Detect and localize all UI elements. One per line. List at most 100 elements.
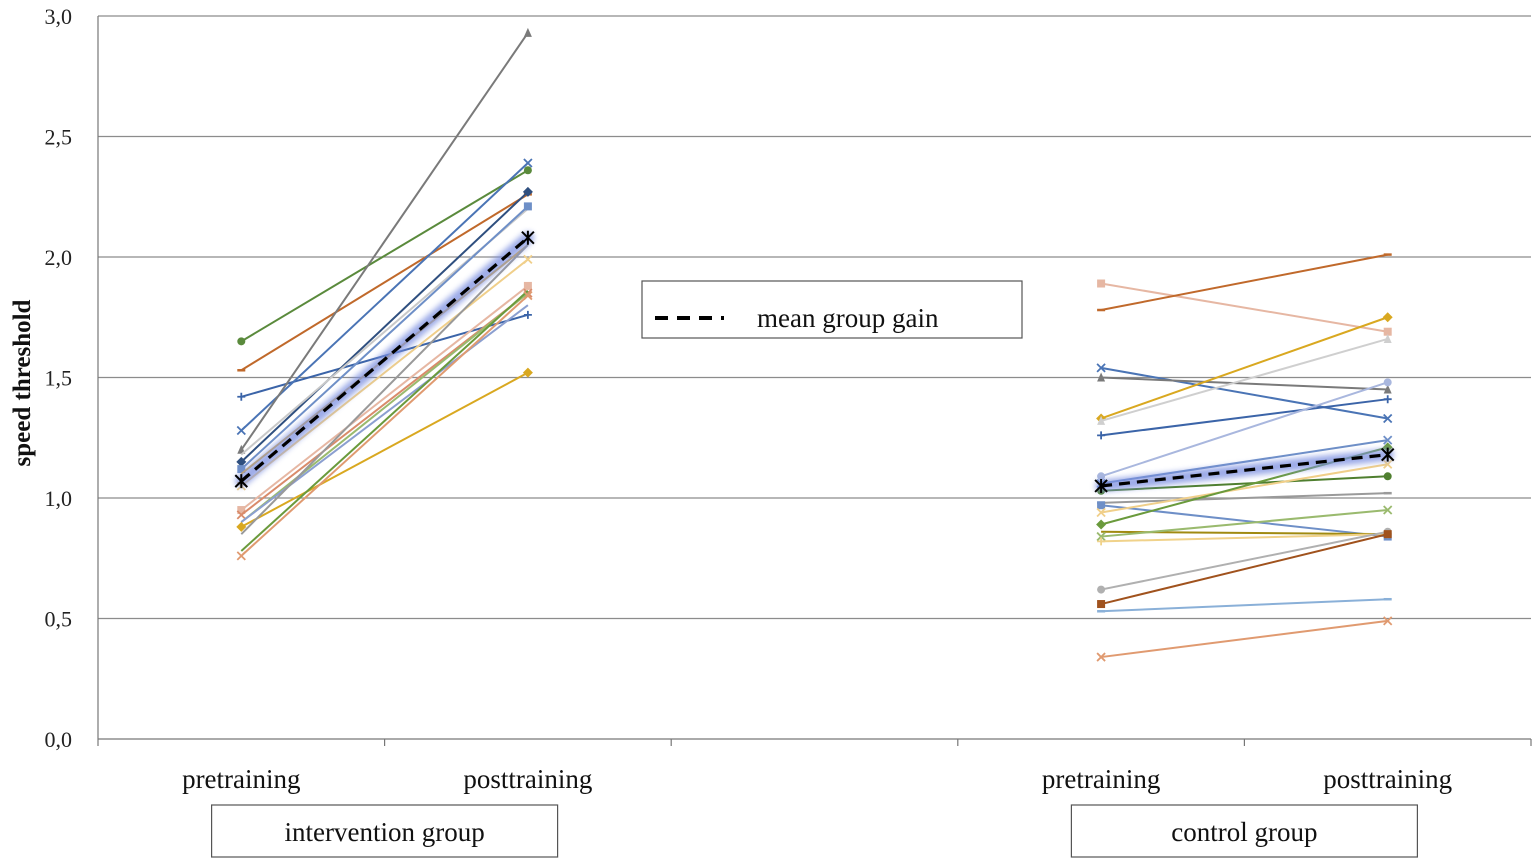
data-point	[523, 158, 533, 168]
control-series-line	[1101, 475, 1388, 492]
data-point	[1383, 384, 1392, 394]
control-series	[1097, 333, 1392, 425]
data-point	[237, 392, 246, 401]
control-mean-point	[1380, 447, 1395, 462]
data-point	[1096, 652, 1106, 662]
data-point	[1097, 537, 1106, 546]
data-point	[237, 337, 246, 346]
x-category-label: posttraining	[463, 764, 592, 794]
intervention-series-line	[240, 294, 529, 557]
data-point	[523, 166, 532, 175]
control-series-line	[1100, 316, 1389, 420]
x-category-label: posttraining	[1323, 764, 1452, 794]
control-series	[1097, 530, 1392, 609]
intervention-series-line	[240, 193, 529, 372]
intervention-mean	[234, 230, 535, 489]
control-series-line	[1100, 619, 1388, 659]
control-series-line	[1100, 253, 1388, 312]
data-point	[1096, 363, 1106, 373]
data-point	[1097, 431, 1106, 440]
control-series-line	[1101, 598, 1388, 613]
intervention-series-line	[240, 32, 529, 451]
group-label: intervention group	[284, 817, 484, 847]
data-point	[522, 367, 533, 378]
intervention-series-line	[240, 162, 529, 432]
data-point	[523, 202, 532, 211]
group-label: control group	[1171, 817, 1317, 847]
data-point	[1383, 435, 1393, 445]
intervention-series	[236, 288, 533, 520]
data-point	[236, 521, 247, 532]
intervention-series	[237, 193, 532, 372]
control-series-line	[1101, 533, 1388, 543]
data-point	[1383, 459, 1393, 469]
data-point	[1097, 600, 1106, 609]
control-series	[1097, 253, 1392, 312]
y-tick-label: 0,0	[45, 727, 73, 752]
data-point	[236, 425, 246, 436]
control-series-line	[1100, 463, 1388, 514]
control-series-line	[1100, 530, 1388, 591]
data-point	[1383, 413, 1393, 424]
data-point	[1097, 415, 1106, 425]
control-mean-line	[1100, 453, 1388, 488]
y-tick-label: 3,0	[45, 4, 73, 29]
control-series	[1097, 378, 1392, 481]
y-tick-label: 1,5	[45, 366, 73, 391]
legend-label: mean group gain	[757, 303, 939, 333]
control-series	[1096, 505, 1393, 542]
intervention-series	[240, 244, 529, 535]
y-axis-label: speed threshold	[9, 299, 36, 466]
y-tick-label: 0,5	[45, 607, 73, 632]
data-point	[1383, 472, 1392, 481]
y-tick-label: 2,5	[45, 125, 73, 150]
intervention-series	[236, 290, 533, 561]
control-series-line	[1101, 509, 1388, 538]
data-point	[1382, 312, 1393, 323]
data-point	[523, 290, 533, 301]
data-point	[1096, 519, 1107, 530]
data-point	[236, 456, 247, 467]
data-point	[523, 281, 532, 290]
control-series	[1096, 312, 1393, 424]
data-point	[1097, 372, 1106, 382]
data-point	[237, 465, 246, 474]
control-series	[1096, 363, 1393, 424]
intervention-series-line	[240, 191, 529, 463]
data-point	[1097, 279, 1106, 288]
control-series	[1097, 279, 1392, 336]
control-series-line	[1100, 533, 1388, 606]
x-category-label: pretraining	[182, 764, 300, 794]
control-series-line	[1100, 504, 1388, 538]
gridlines	[98, 15, 1531, 620]
y-tick-labels: 0,0 0,5 1,0 1,5 2,0 2,5 3,0	[45, 4, 73, 752]
intervention-series	[240, 289, 529, 552]
data-point	[1096, 507, 1106, 518]
control-series-line	[1100, 398, 1388, 437]
group-label-box	[211, 804, 559, 858]
y-tick-label: 1,0	[45, 486, 73, 511]
intervention-series-line	[240, 244, 529, 535]
intervention-series-line	[240, 292, 529, 523]
data-point	[237, 444, 246, 454]
axes	[97, 16, 1532, 746]
x-category-labels: pretraining posttraining pretraining posttr…	[182, 764, 1452, 794]
intervention-series-line	[240, 371, 529, 528]
intervention-mean-point	[234, 474, 249, 489]
intervention-series	[237, 166, 532, 346]
intervention-series	[237, 27, 532, 454]
data-point	[1383, 505, 1393, 515]
control-series	[1097, 395, 1392, 440]
intervention-series	[236, 367, 533, 532]
data-point	[1097, 472, 1106, 481]
legend-box	[641, 280, 1023, 339]
mean-lines	[234, 230, 1395, 493]
intervention-series	[237, 202, 532, 474]
data-point	[1383, 530, 1392, 539]
control-series	[1096, 616, 1393, 662]
intervention-series	[236, 158, 533, 436]
control-series-line	[1100, 381, 1389, 478]
y-tick-label: 2,0	[45, 245, 73, 270]
control-series-line	[1100, 366, 1388, 420]
data-point	[523, 27, 532, 37]
